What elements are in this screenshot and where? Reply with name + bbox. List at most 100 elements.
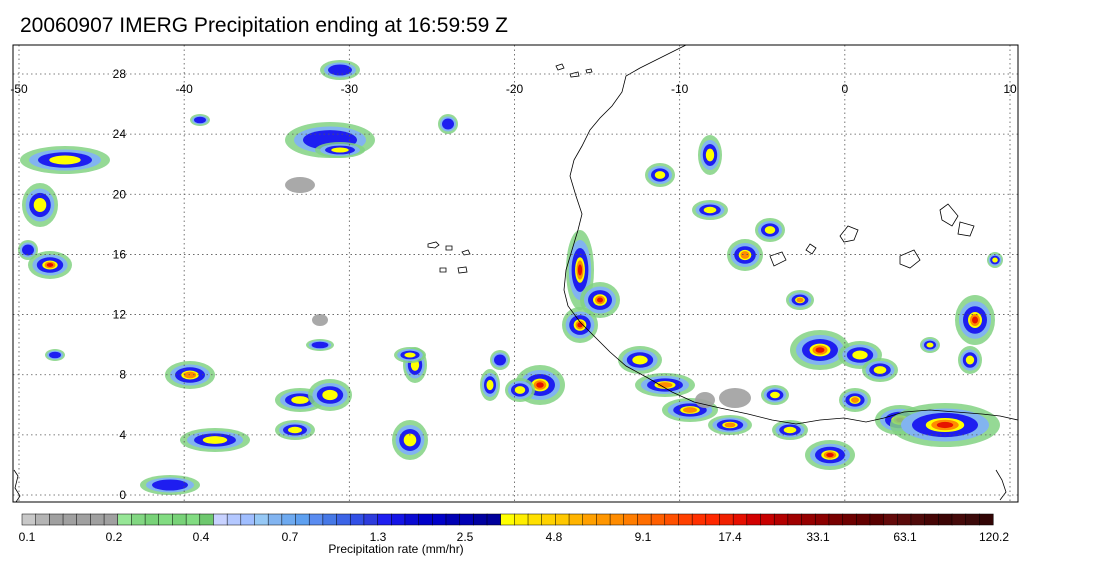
colorbar-swatch [21, 513, 37, 526]
precipitation-cell [770, 391, 780, 399]
precipitation-cell [724, 422, 736, 428]
colorbar-swatch [473, 513, 488, 526]
precipitation-cell [740, 251, 750, 259]
colorbar-swatch [746, 513, 762, 526]
colorbar-swatch [131, 513, 146, 526]
precipitation-cell [49, 351, 61, 359]
precipitation-cell [536, 382, 544, 388]
precipitation-cell [312, 314, 328, 326]
colorbar-label: 0.2 [106, 530, 123, 544]
precipitation-cell [577, 322, 583, 328]
colorbar-swatch [377, 513, 392, 526]
precipitation-cell [873, 366, 887, 374]
colorbar-swatch [267, 513, 283, 526]
colorbar-swatch [90, 513, 105, 526]
precipitation-cell [486, 379, 494, 391]
colorbar-swatch [582, 513, 597, 526]
colorbar-label: 17.4 [718, 530, 742, 544]
colorbar-label: 4.8 [546, 530, 563, 544]
colorbar-swatch [281, 513, 297, 526]
colorbar-swatch [801, 513, 816, 526]
colorbar-swatch [719, 513, 734, 526]
longitude-label: 0 [841, 82, 848, 96]
latitude-label: 20 [113, 187, 127, 201]
colorbar-swatch [240, 513, 256, 526]
precipitation-cell [815, 347, 825, 353]
precipitation-cell [705, 148, 715, 162]
precipitation-cell [152, 479, 188, 491]
colorbar-swatch [199, 513, 215, 526]
precipitation-cell [442, 118, 454, 130]
precipitation-cell [291, 396, 309, 404]
colorbar-swatch [897, 513, 912, 526]
colorbar-swatch [568, 513, 584, 526]
precipitation-cell [514, 386, 526, 394]
colorbar-swatch [773, 513, 789, 526]
colorbar-swatch [555, 513, 570, 526]
colorbar-swatch [349, 513, 365, 526]
colorbar-swatch [62, 513, 78, 526]
coastline-layer [13, 45, 1018, 502]
colorbar-swatch [609, 513, 625, 526]
colorbar-label: 33.1 [806, 530, 830, 544]
colorbar-swatch [979, 513, 994, 526]
colorbar-label: 2.5 [457, 530, 474, 544]
colorbar-swatch [49, 513, 64, 526]
colorbar-label: 0.7 [282, 530, 299, 544]
colorbar-swatch [336, 513, 351, 526]
precipitation-cell [783, 426, 797, 434]
longitude-label: -40 [175, 82, 193, 96]
longitude-tick-labels: -50 -40 -30 -20 -10 0 10 [10, 82, 1017, 96]
colorbar-swatch [623, 513, 638, 526]
colorbar-swatch [185, 513, 201, 526]
precipitation-cell [796, 297, 804, 303]
colorbar-swatch [527, 513, 543, 526]
precipitation-cell [288, 426, 302, 434]
precipitation-colorbar [21, 513, 994, 526]
colorbar-swatch [117, 513, 132, 526]
longitude-label: -30 [341, 82, 359, 96]
precipitation-cell [494, 354, 506, 366]
precipitation-cell [695, 392, 715, 408]
colorbar-label: 0.4 [193, 530, 210, 544]
precipitation-cell [49, 155, 81, 165]
colorbar-swatch [432, 513, 447, 526]
precipitation-cell [992, 257, 998, 263]
precipitation-cell [22, 244, 34, 256]
colorbar-label: 63.1 [893, 530, 917, 544]
longitude-label: -50 [10, 82, 28, 96]
longitude-label: -20 [506, 82, 524, 96]
precipitation-cell [654, 171, 666, 179]
colorbar-swatch [363, 513, 379, 526]
colorbar-label: 0.1 [19, 530, 36, 544]
precipitation-cell [311, 341, 329, 349]
colorbar-swatch [637, 513, 652, 526]
colorbar-swatch [938, 513, 953, 526]
map-plot-area [12, 44, 1019, 503]
colorbar-swatch [445, 513, 461, 526]
colorbar-swatch [486, 513, 502, 526]
colorbar-swatch [103, 513, 119, 526]
colorbar-swatch [883, 513, 898, 526]
colorbar-swatch [76, 513, 91, 526]
precipitation-cell [577, 264, 583, 276]
precipitation-cell [703, 206, 717, 214]
precipitation-cell [194, 116, 206, 124]
colorbar-swatch [828, 513, 844, 526]
colorbar-label: 120.2 [979, 530, 1009, 544]
colorbar-swatch [541, 513, 556, 526]
colorbar-swatch [678, 513, 693, 526]
colorbar-swatch [855, 513, 871, 526]
latitude-label: 4 [119, 428, 126, 442]
longitude-label: -10 [671, 82, 689, 96]
colorbar-swatch [869, 513, 885, 526]
precipitation-cell [46, 263, 54, 267]
colorbar-tick-labels: 0.1 0.2 0.4 0.7 1.3 2.5 4.8 9.1 17.4 33.1 63.1 120.… [19, 530, 1010, 544]
latitude-tick-labels: 28 24 20 16 12 8 4 0 [113, 67, 127, 502]
colorbar-swatch [144, 513, 160, 526]
colorbar-swatch [650, 513, 666, 526]
colorbar-swatch [404, 513, 420, 526]
precipitation-cell [926, 342, 934, 348]
precipitation-cell [632, 355, 648, 365]
colorbar-swatch [910, 513, 926, 526]
